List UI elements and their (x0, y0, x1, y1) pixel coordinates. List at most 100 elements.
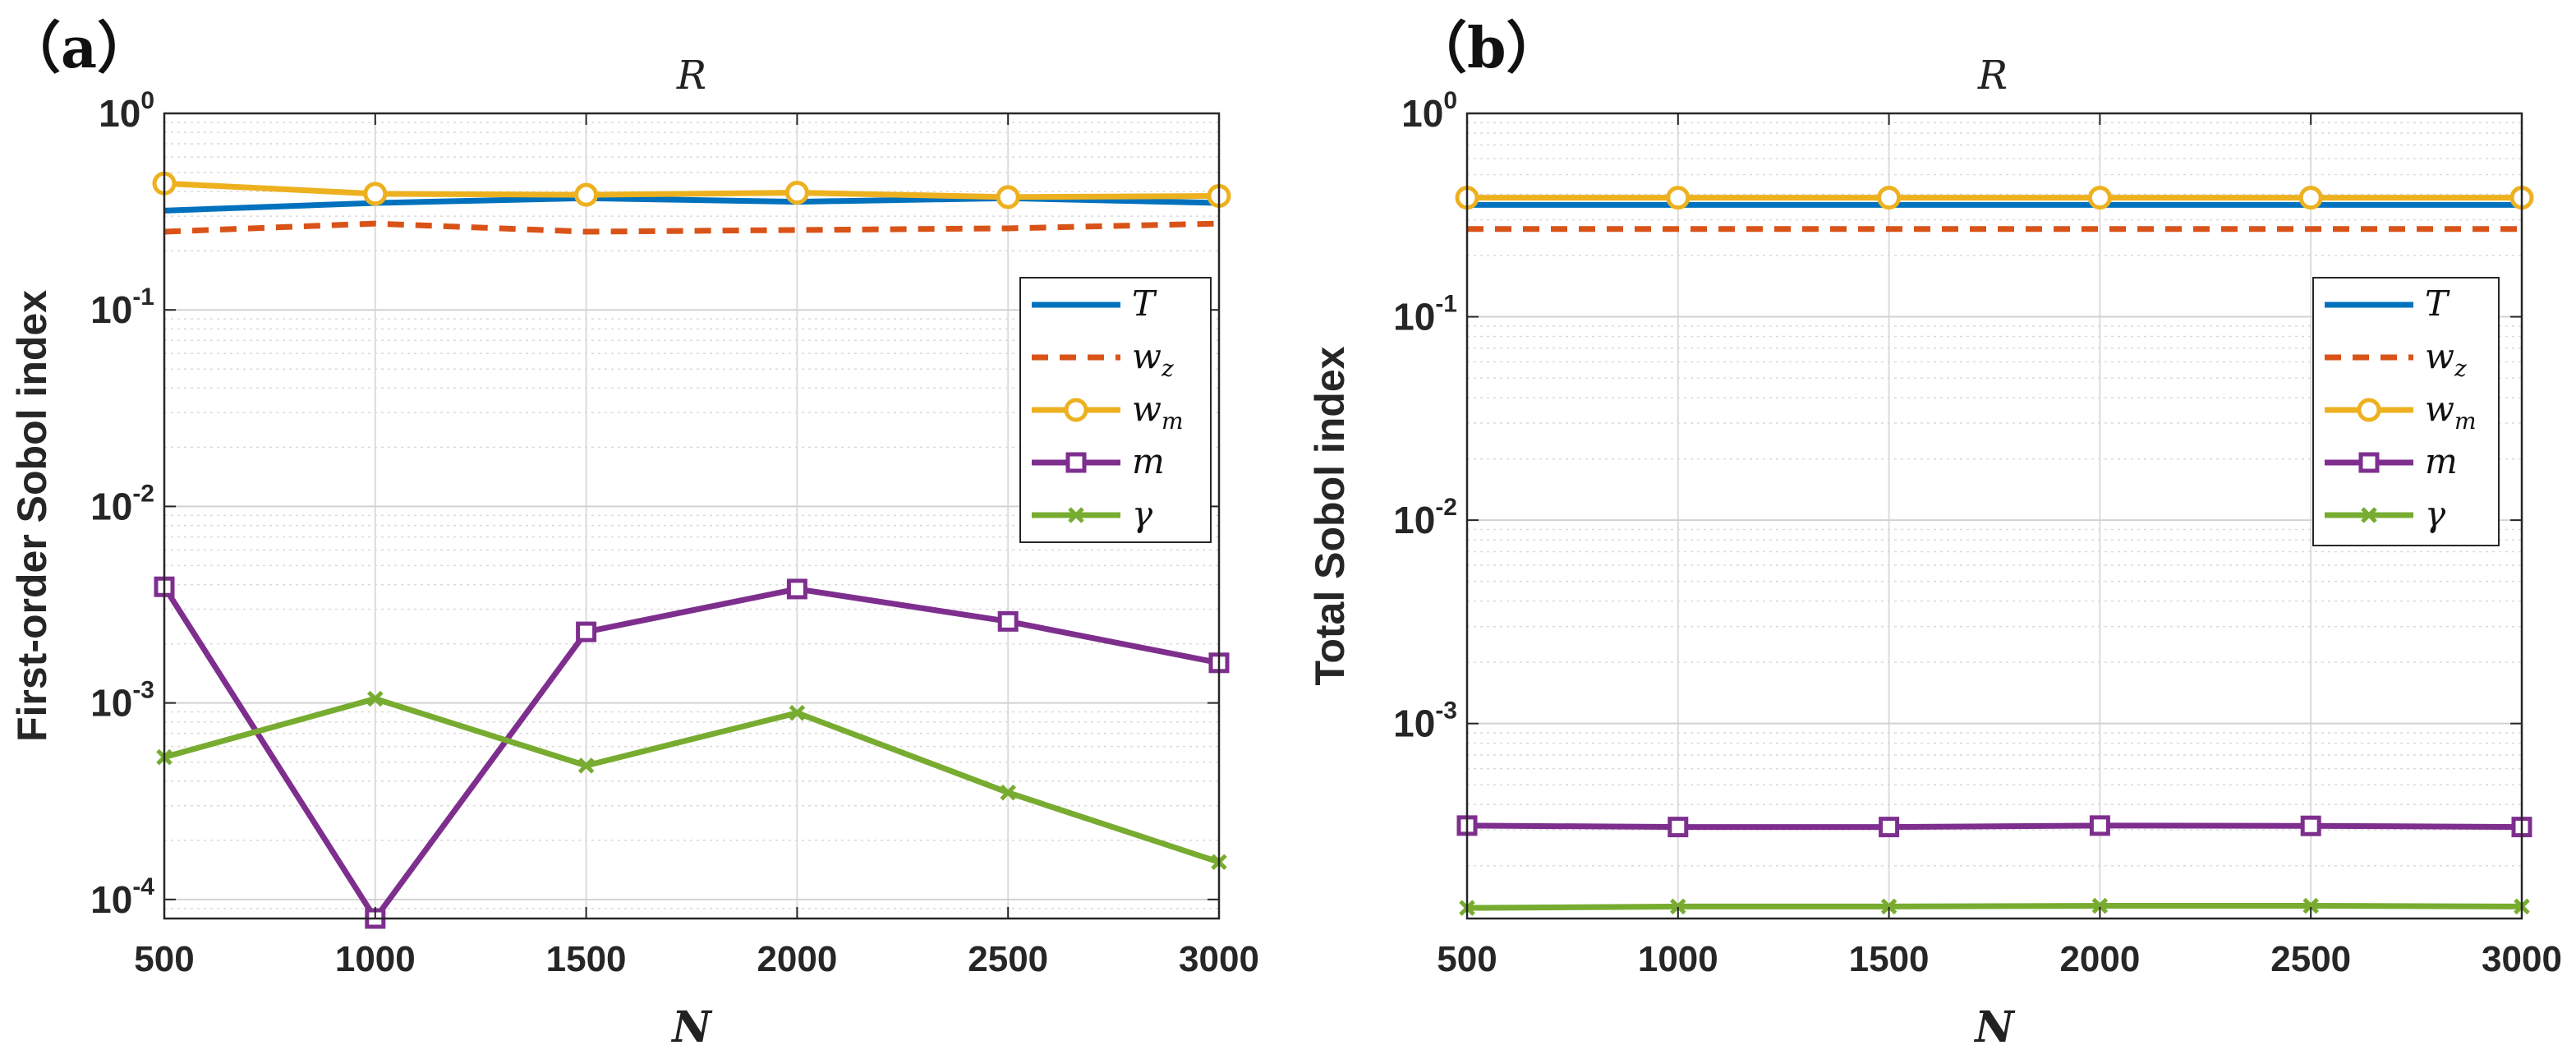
legend-marker-gamma-stroke (1068, 507, 1084, 523)
data-point-gamma-1000 (1670, 898, 1686, 915)
panel-label: （a） (5, 16, 153, 81)
data-point-gamma-2000 (789, 704, 806, 721)
series-line-w_m (163, 180, 1220, 200)
legend-entry-T: T (2325, 283, 2450, 324)
legend-subscript: m (2454, 407, 2477, 435)
legend-label-w_m: wm (1132, 389, 1184, 435)
data-point-gamma-2500-stroke (1000, 784, 1016, 801)
y-tick-label: 10-2 (1393, 494, 1457, 541)
legend-label-T: T (1132, 283, 1157, 324)
data-point-gamma-1500 (577, 757, 595, 774)
x-axis: 500 1000 1500 2000 2500 3000 (134, 113, 1259, 979)
y-tick-label: 10-1 (90, 283, 154, 331)
y-tick-exponent: -3 (1435, 698, 1457, 725)
legend-name: w (2425, 389, 2454, 429)
y-tick-exponent: -4 (132, 873, 154, 900)
panel-b: 500 1000 1500 2000 2500 300010010-110-210-3（b… (1307, 16, 2562, 1052)
legend-label-gamma: γ (2425, 494, 2446, 534)
legend-entry-m: m (2325, 441, 2458, 481)
y-tick-exponent: -3 (132, 677, 154, 704)
legend-label-m: m (2425, 441, 2458, 481)
x-tick-label: 1000 (1638, 939, 1718, 979)
data-point-gamma-2500 (2302, 897, 2319, 914)
data-point-w_m-1000 (363, 182, 388, 206)
y-tick-label: 10-1 (1393, 291, 1457, 338)
legend-label-m: m (1132, 441, 1165, 481)
data-point-m-1500 (576, 621, 597, 642)
y-tick-label: 10-3 (1393, 698, 1457, 745)
y-tick-label: 10-4 (90, 873, 154, 921)
data-point-gamma-1500-stroke (577, 757, 595, 774)
data-point-gamma-1000-stroke (1670, 898, 1686, 915)
panel-label: （b） (1411, 16, 1562, 81)
axes-box (1465, 112, 2523, 920)
series-line-gamma (163, 696, 1221, 865)
y-tick-label: 10-3 (90, 677, 154, 725)
legend-subscript: z (1161, 355, 1174, 382)
y-tick-exponent: -2 (1435, 494, 1457, 521)
y-axis-label: Total Sobol index (1307, 346, 1353, 685)
data-point-gamma-1500 (1880, 898, 1898, 915)
chart-title: R (676, 53, 706, 99)
series-line-m (162, 585, 1220, 922)
data-point-w_m-2000 (2087, 186, 2112, 210)
legend-label-gamma: γ (1132, 494, 1153, 534)
data-point-gamma-2500-stroke (2302, 897, 2319, 914)
y-tick-base: 10 (1393, 702, 1435, 745)
data-point-gamma-1500-stroke (1880, 898, 1898, 915)
legend-marker-w_m (1064, 398, 1088, 422)
legend-entry-w_z: wz (1032, 336, 1174, 382)
y-tick-base: 10 (90, 485, 132, 527)
data-point-w_m-2500 (2298, 186, 2323, 210)
legend-label-T: T (2425, 283, 2450, 324)
x-tick-label: 3000 (1179, 939, 1259, 979)
y-tick-exponent: 0 (1443, 87, 1457, 114)
legend-name: m (1132, 441, 1165, 481)
x-axis-label: N (1973, 1002, 2016, 1052)
y-tick-base: 10 (90, 878, 132, 921)
legend-entry-m: m (1032, 441, 1165, 481)
panel-a: 500 1000 1500 2000 2500 300010010-110-210-310… (5, 16, 1259, 1052)
y-tick-base: 10 (1393, 499, 1435, 541)
legend-name: γ (2425, 494, 2446, 534)
legend: Twz wm mγ (1019, 277, 1212, 543)
legend-entry-T: T (1032, 283, 1157, 324)
x-axis: 500 1000 1500 2000 2500 3000 (1437, 113, 2562, 979)
legend-name: T (2425, 283, 2450, 324)
x-tick-label: 2000 (757, 939, 837, 979)
legend-name: T (1132, 283, 1157, 324)
x-tick-label: 500 (1437, 939, 1497, 979)
x-tick-label: 1000 (335, 939, 416, 979)
y-tick-base: 10 (1401, 92, 1443, 135)
x-tick-label: 1500 (546, 939, 627, 979)
y-tick-label: 100 (99, 87, 154, 135)
legend-entry-w_z: wz (2325, 336, 2467, 382)
legend-subscript: z (2454, 355, 2467, 382)
data-point-gamma-1000 (367, 690, 384, 707)
data-point-gamma-2500 (1000, 784, 1016, 801)
x-tick-label: 1500 (1849, 939, 1930, 979)
legend-name: γ (1132, 494, 1153, 534)
grid (163, 113, 1220, 919)
legend-name: w (2425, 336, 2454, 376)
legend-label-w_z: wz (2425, 336, 2467, 382)
data-point-w_m-2000 (784, 180, 809, 205)
y-tick-exponent: 0 (140, 87, 154, 114)
series-gamma (156, 690, 1227, 871)
x-tick-label: 2500 (2270, 939, 2351, 979)
data-point-w_m-1500 (574, 182, 599, 207)
series-w_m (1455, 186, 2534, 210)
data-point-gamma-2000-stroke (2091, 897, 2109, 914)
y-tick-base: 10 (90, 682, 132, 725)
data-point-m-1500 (1879, 817, 1900, 838)
data-point-m-2500 (2300, 815, 2321, 836)
series-w_z (163, 220, 1220, 235)
series-line-gamma (1466, 903, 2523, 911)
x-tick-label: 2000 (2059, 939, 2140, 979)
legend-entry-w_m: wm (1032, 389, 1184, 435)
data-point-m-2000 (786, 578, 807, 600)
x-tick-label: 500 (134, 939, 194, 979)
